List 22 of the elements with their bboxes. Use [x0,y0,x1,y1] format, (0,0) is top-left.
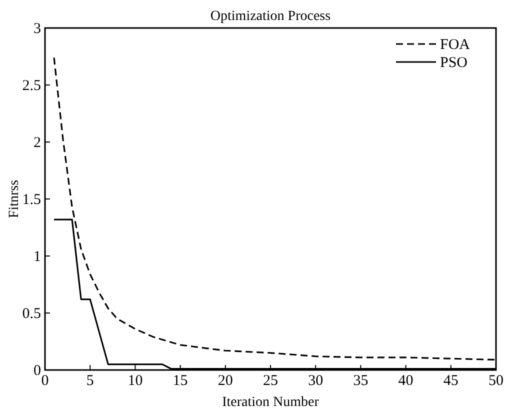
legend-label: PSO [440,55,468,71]
y-tick-label: 2.5 [22,78,41,94]
y-tick-label: 1.5 [22,192,41,208]
x-tick-label: 5 [86,373,94,389]
chart-title: Optimization Process [210,9,331,24]
x-tick-label: 45 [443,373,458,389]
x-tick-label: 50 [488,373,504,389]
y-tick-label: 0 [34,363,41,379]
y-tick-label: 3 [34,21,41,37]
x-axis-title: Iteration Number [222,395,320,410]
y-tick-label: 2 [34,135,41,151]
x-tick-label: 15 [172,373,188,389]
x-tick-label: 40 [398,373,414,389]
y-tick-label: 0.5 [22,306,41,322]
y-tick-label: 1 [34,249,41,265]
x-tick-label: 25 [263,373,278,389]
x-tick-label: 35 [353,373,368,389]
x-tick-label: 30 [308,373,324,389]
x-tick-label: 10 [128,373,143,389]
y-axis-title: Fitnrss [7,180,22,218]
legend-label: FOA [440,37,470,53]
x-tick-label: 20 [218,373,233,389]
